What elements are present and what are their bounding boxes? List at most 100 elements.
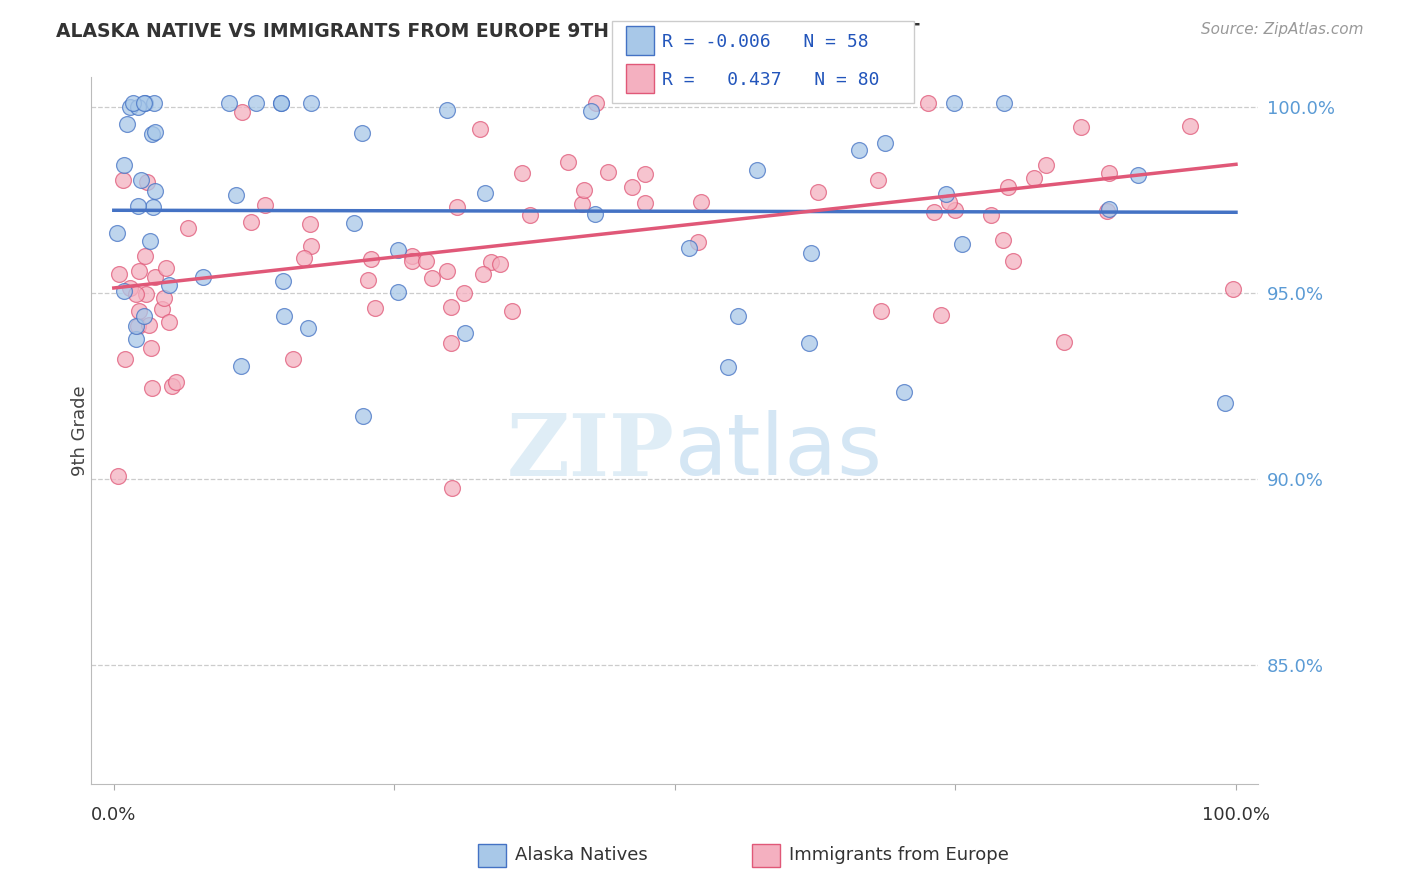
Point [118, 100, 141, 114]
Point [997, 180, 1019, 194]
Point [980, 208, 1002, 222]
Text: Immigrants from Europe: Immigrants from Europe [789, 847, 1008, 864]
Point [105, 226, 128, 240]
Point [583, 206, 606, 220]
Point [585, 96, 607, 111]
Point [454, 326, 477, 341]
Point [688, 235, 710, 249]
Point [122, 96, 145, 111]
Point [436, 103, 458, 118]
Point [115, 117, 138, 131]
Text: ZIP: ZIP [508, 409, 675, 494]
Text: R = -0.006   N = 58: R = -0.006 N = 58 [662, 33, 869, 51]
Point [1035, 158, 1057, 172]
Point [1098, 202, 1121, 216]
Point [453, 286, 475, 301]
Point [596, 165, 619, 179]
Point [501, 304, 523, 318]
Point [1215, 396, 1237, 410]
Point [254, 198, 277, 212]
Point [125, 331, 148, 345]
Point [938, 194, 960, 209]
Point [128, 304, 150, 318]
Text: R =   0.437   N = 80: R = 0.437 N = 80 [662, 70, 880, 88]
Point [138, 318, 160, 332]
Point [991, 233, 1014, 247]
Point [893, 384, 915, 399]
Point [474, 186, 496, 201]
Point [141, 381, 163, 395]
Point [620, 180, 643, 194]
Point [387, 285, 409, 299]
Point [1001, 253, 1024, 268]
Point [360, 252, 382, 267]
Point [129, 173, 152, 187]
Text: ALASKA NATIVE VS IMMIGRANTS FROM EUROPE 9TH GRADE CORRELATION CHART: ALASKA NATIVE VS IMMIGRANTS FROM EUROPE … [56, 22, 920, 41]
Point [134, 96, 156, 111]
Point [143, 269, 166, 284]
Point [942, 96, 965, 111]
Point [352, 409, 374, 423]
Point [225, 187, 247, 202]
Point [807, 185, 830, 199]
Point [579, 104, 602, 119]
Point [125, 319, 148, 334]
Y-axis label: 9th Grade: 9th Grade [72, 385, 89, 476]
Point [436, 264, 458, 278]
Point [357, 273, 380, 287]
Point [120, 281, 142, 295]
Point [299, 96, 322, 111]
Point [245, 96, 267, 111]
Point [350, 126, 373, 140]
Point [800, 245, 823, 260]
Point [128, 263, 150, 277]
Text: 0.0%: 0.0% [91, 806, 136, 824]
Point [922, 205, 945, 219]
Point [1095, 203, 1118, 218]
Point [571, 197, 593, 211]
Point [1128, 169, 1150, 183]
Point [479, 255, 502, 269]
Point [440, 336, 463, 351]
Point [218, 96, 240, 111]
Point [935, 187, 957, 202]
Point [165, 376, 187, 390]
Point [150, 301, 173, 316]
Point [152, 291, 174, 305]
Point [440, 300, 463, 314]
Point [727, 310, 749, 324]
Point [299, 217, 322, 231]
Point [270, 96, 292, 111]
Point [557, 155, 579, 169]
Point [270, 96, 292, 111]
Point [112, 284, 135, 298]
Point [875, 136, 897, 150]
Point [281, 352, 304, 367]
Point [112, 158, 135, 172]
Point [364, 301, 387, 316]
Point [157, 315, 180, 329]
Text: Source: ZipAtlas.com: Source: ZipAtlas.com [1201, 22, 1364, 37]
Point [929, 308, 952, 322]
Point [519, 208, 541, 222]
Point [1070, 120, 1092, 134]
Point [1222, 282, 1244, 296]
Point [143, 184, 166, 198]
Point [292, 251, 315, 265]
Point [690, 194, 713, 209]
Point [943, 202, 966, 217]
Point [848, 143, 870, 157]
Point [297, 321, 319, 335]
Point [157, 278, 180, 293]
Point [229, 359, 252, 373]
Point [107, 468, 129, 483]
Point [160, 379, 183, 393]
Point [143, 96, 166, 111]
Point [127, 199, 149, 213]
Point [139, 234, 162, 248]
Point [415, 253, 437, 268]
Point [574, 183, 596, 197]
Point [143, 125, 166, 139]
Point [111, 172, 134, 186]
Point [177, 221, 200, 235]
